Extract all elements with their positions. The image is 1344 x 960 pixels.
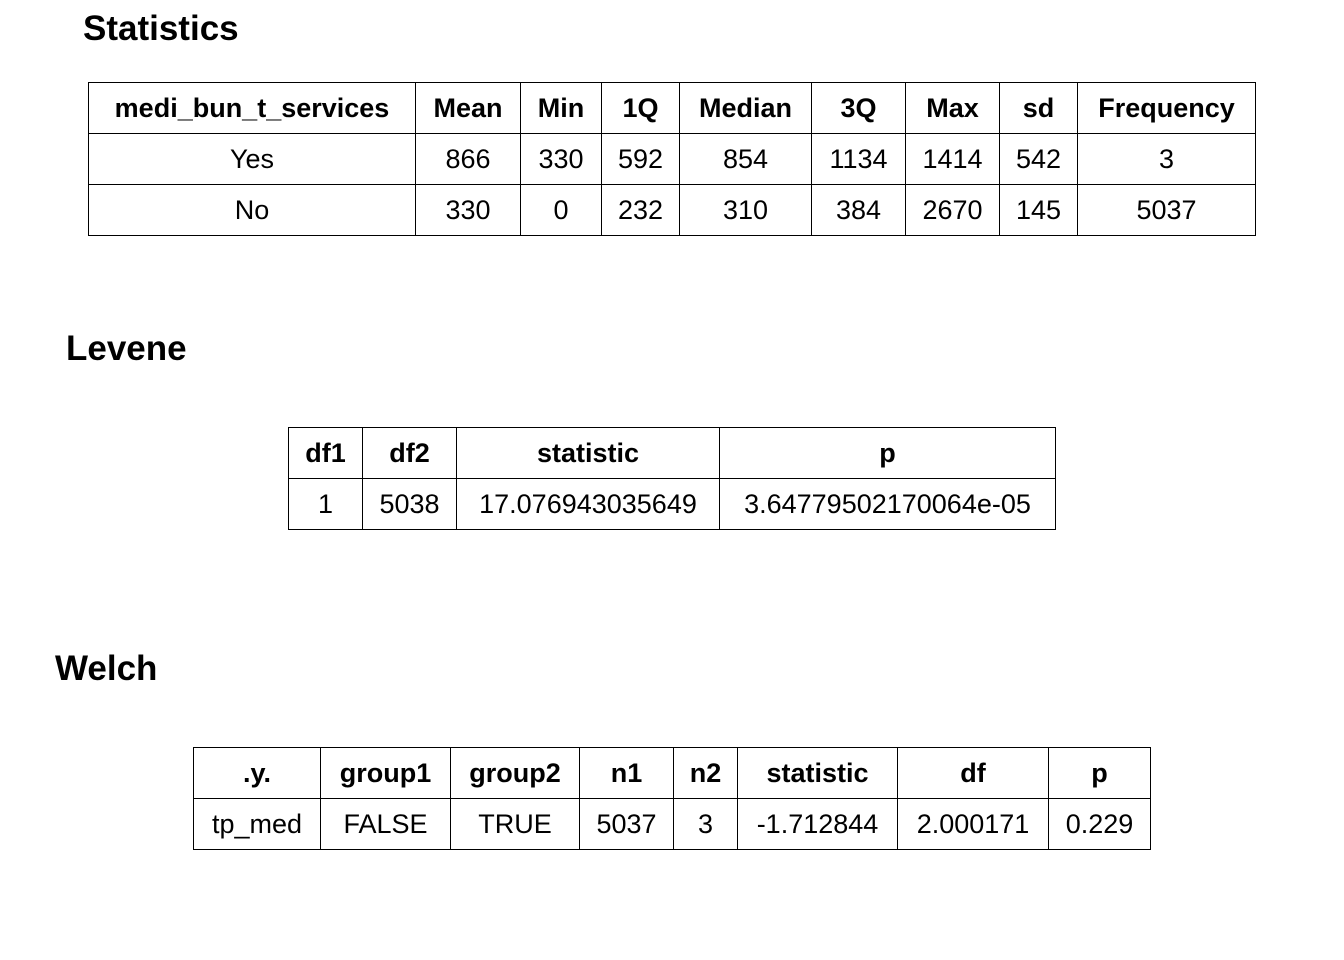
header-cell: sd bbox=[999, 82, 1078, 134]
table-cell: 866 bbox=[415, 133, 521, 185]
table-cell: 542 bbox=[999, 133, 1078, 185]
section-title: Levene bbox=[66, 329, 187, 368]
header-cell: .y. bbox=[193, 747, 321, 799]
data-table: .y. group1 group2 n1 n2 statistic df p tp_med FAL… bbox=[193, 747, 1151, 850]
table-cell: 2.000171 bbox=[897, 798, 1049, 850]
header-cell: group1 bbox=[320, 747, 451, 799]
table-cell: 3 bbox=[673, 798, 738, 850]
table-cell: 2670 bbox=[905, 184, 1000, 236]
header-cell: df bbox=[897, 747, 1049, 799]
header-cell: Mean bbox=[415, 82, 521, 134]
data-table: df1 df2 statistic p 1 5038 17.076943035649 3.64… bbox=[288, 427, 1056, 530]
table-cell: 384 bbox=[811, 184, 906, 236]
table-cell: 854 bbox=[679, 133, 812, 185]
table-cell: 1414 bbox=[905, 133, 1000, 185]
table-cell: 0.229 bbox=[1048, 798, 1151, 850]
table-cell: No bbox=[88, 184, 416, 236]
header-cell: 1Q bbox=[601, 82, 680, 134]
section-title: Welch bbox=[55, 649, 158, 688]
table-cell: Yes bbox=[88, 133, 416, 185]
table-cell: TRUE bbox=[450, 798, 580, 850]
header-cell: Frequency bbox=[1077, 82, 1256, 134]
table-row: 1 5038 17.076943035649 3.64779502170064e-05 bbox=[288, 478, 1056, 530]
table-cell: FALSE bbox=[320, 798, 451, 850]
table-cell: 0 bbox=[520, 184, 602, 236]
table-cell: 3.64779502170064e-05 bbox=[719, 478, 1056, 530]
header-cell: medi_bun_t_services bbox=[88, 82, 416, 134]
table-cell: 3 bbox=[1077, 133, 1256, 185]
header-cell: Median bbox=[679, 82, 812, 134]
header-cell: 3Q bbox=[811, 82, 906, 134]
header-cell: statistic bbox=[737, 747, 898, 799]
table-cell: 592 bbox=[601, 133, 680, 185]
header-row: .y. group1 group2 n1 n2 statistic df p bbox=[193, 747, 1151, 799]
header-cell: n2 bbox=[673, 747, 738, 799]
table-cell: 17.076943035649 bbox=[456, 478, 720, 530]
header-row: df1 df2 statistic p bbox=[288, 427, 1056, 479]
table-row: Yes 866 330 592 854 1134 1414 542 3 bbox=[88, 133, 1256, 185]
table-cell: 5038 bbox=[362, 478, 457, 530]
header-cell: group2 bbox=[450, 747, 580, 799]
table-row: tp_med FALSE TRUE 5037 3 -1.712844 2.000171 0.2… bbox=[193, 798, 1151, 850]
table-cell: 145 bbox=[999, 184, 1078, 236]
table-cell: 1134 bbox=[811, 133, 906, 185]
table-cell: 310 bbox=[679, 184, 812, 236]
header-cell: Max bbox=[905, 82, 1000, 134]
table-cell: 5037 bbox=[1077, 184, 1256, 236]
header-cell: Min bbox=[520, 82, 602, 134]
header-cell: n1 bbox=[579, 747, 674, 799]
header-cell: p bbox=[719, 427, 1056, 479]
header-row: medi_bun_t_services Mean Min 1Q Median 3Q Max s… bbox=[88, 82, 1256, 134]
section-title: Statistics bbox=[83, 9, 239, 48]
table-cell: -1.712844 bbox=[737, 798, 898, 850]
header-cell: p bbox=[1048, 747, 1151, 799]
table-cell: 330 bbox=[520, 133, 602, 185]
header-cell: statistic bbox=[456, 427, 720, 479]
table-cell: 330 bbox=[415, 184, 521, 236]
header-cell: df2 bbox=[362, 427, 457, 479]
table-cell: 232 bbox=[601, 184, 680, 236]
data-table: medi_bun_t_services Mean Min 1Q Median 3Q Max s… bbox=[88, 82, 1256, 236]
table-cell: tp_med bbox=[193, 798, 321, 850]
header-cell: df1 bbox=[288, 427, 363, 479]
table-cell: 1 bbox=[288, 478, 363, 530]
table-row: No 330 0 232 310 384 2670 145 5037 bbox=[88, 184, 1256, 236]
table-cell: 5037 bbox=[579, 798, 674, 850]
